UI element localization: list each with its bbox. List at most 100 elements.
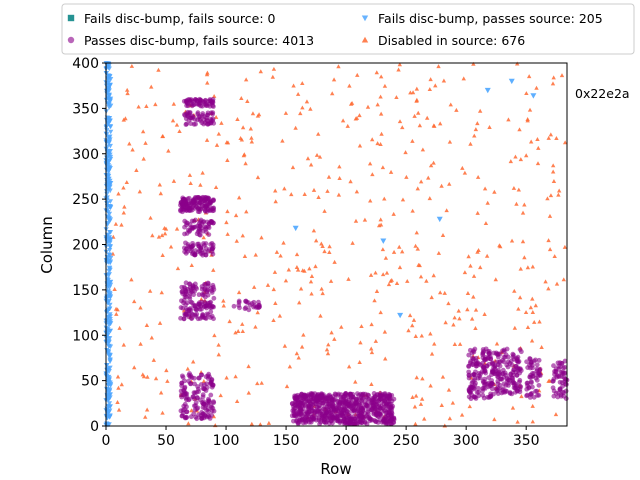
data-point [130,147,135,152]
data-point [362,217,368,222]
data-point [556,188,562,193]
data-point [380,238,387,244]
data-point [302,192,307,196]
data-point [284,384,290,389]
data-point [412,404,418,409]
data-point [106,252,112,258]
data-point [516,379,522,385]
data-point [335,403,341,409]
data-point [473,363,479,369]
data-point [501,381,507,387]
data-point [240,329,245,334]
data-point [536,145,541,150]
data-point [370,172,375,177]
data-point [197,232,203,238]
data-point [129,277,134,282]
data-point [397,62,402,67]
data-point [442,290,447,295]
data-point [106,343,112,349]
data-point [106,410,112,415]
data-point [105,96,111,102]
data-point [105,259,112,264]
data-point [414,375,419,380]
data-point [123,116,128,121]
data-point [225,140,231,145]
data-point [206,232,212,237]
data-point [466,373,472,378]
data-point [472,375,478,381]
data-point [107,314,113,319]
data-point [399,249,405,254]
data-point [239,137,245,142]
data-point [205,70,210,75]
y-axis-label: Column [38,216,56,273]
data-point [550,385,556,391]
data-point [107,82,113,88]
data-point [562,140,568,145]
legend-label: Fails disc-bump, fails source: 0 [84,11,276,26]
data-point [493,277,498,282]
data-point [378,217,383,222]
data-point [530,296,535,301]
data-point [183,240,188,246]
data-point [302,415,308,421]
data-point [225,158,230,162]
data-point [416,110,421,115]
data-point [293,125,298,130]
data-point [107,290,113,296]
data-point [199,372,204,378]
data-point [300,81,305,86]
data-point [524,359,530,365]
data-point [559,360,565,366]
data-point [347,420,352,426]
data-point [436,216,443,223]
data-point [107,414,113,419]
data-point [105,174,111,180]
data-point [441,78,447,83]
data-point [208,286,214,291]
data-point [200,394,206,400]
data-point [308,419,314,425]
data-point [560,383,566,389]
data-point [534,362,540,368]
data-point [246,364,251,369]
data-point [561,370,567,376]
data-point [243,298,248,304]
data-point [327,250,332,255]
data-point [311,228,317,233]
data-point [319,286,324,291]
data-point [447,416,453,421]
data-point [529,359,534,365]
data-point [297,402,303,408]
y-tick-label: 300 [72,147,99,163]
y-tick-label: 250 [72,192,99,208]
data-point [308,279,314,284]
data-point [193,97,198,102]
data-point [468,141,473,146]
x-tick-label: 150 [273,433,300,449]
data-point [513,154,518,159]
data-point [178,305,184,310]
data-point [283,278,289,283]
data-point [433,83,438,88]
data-point [282,343,288,348]
data-point [384,270,390,275]
data-point [204,137,210,142]
data-point [535,161,541,166]
data-point [515,61,520,66]
data-point [191,218,197,224]
data-point [201,399,207,405]
data-point [107,247,113,253]
data-point [468,390,473,395]
data-point [325,188,330,193]
data-point [388,169,394,174]
data-point [121,185,126,190]
data-point [526,74,532,79]
data-point [108,381,114,387]
data-point [137,189,143,194]
data-point [242,306,248,312]
data-point [360,415,366,420]
data-point [187,281,193,287]
data-point [316,131,321,136]
data-point [419,396,425,401]
